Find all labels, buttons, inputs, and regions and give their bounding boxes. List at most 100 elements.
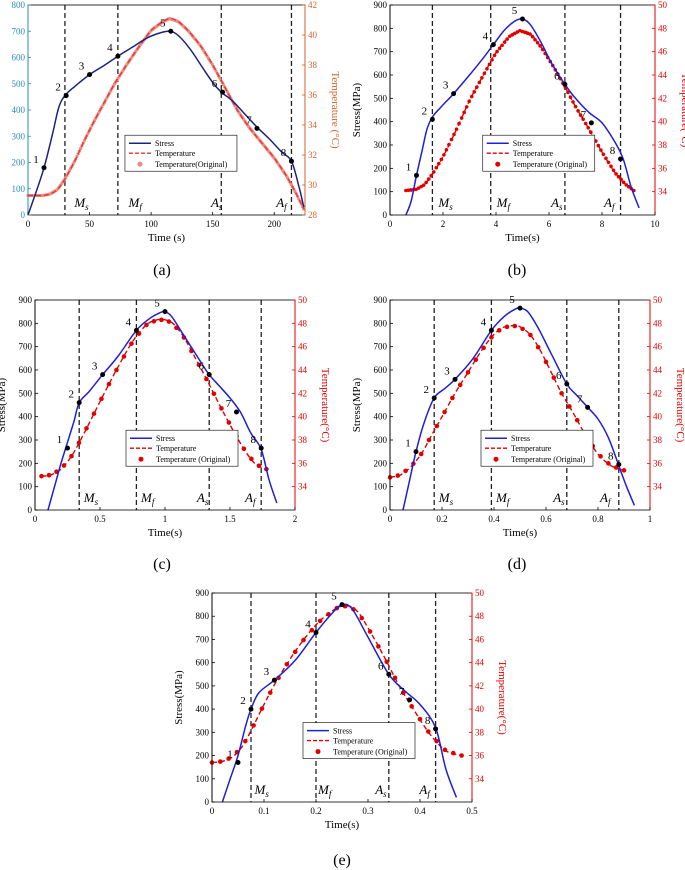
plot-frame [389, 299, 651, 511]
stress-point-marker [313, 629, 319, 635]
panel-caption-c: (c) [153, 556, 171, 573]
stress-point-marker [488, 327, 494, 333]
phase-label: Ms [73, 195, 89, 212]
y-tick-label: 100 [374, 482, 388, 492]
stress-point-label: 3 [264, 666, 270, 678]
y2-axis-title: Temperature(°C) [674, 368, 685, 443]
stress-point-label: 2 [422, 105, 428, 117]
y-tick-label: 400 [12, 105, 26, 115]
stress-point-marker [564, 381, 570, 387]
x-tick-label: 0.2 [436, 514, 447, 524]
y2-tick-label: 40 [653, 412, 663, 422]
y-axis-title: Stress(MPa) [173, 670, 185, 725]
y-tick-label: 600 [19, 365, 33, 375]
stress-point-label: 6 [378, 660, 384, 672]
y-tick-label: 400 [19, 412, 33, 422]
y2-tick-label: 46 [298, 342, 308, 352]
y-tick-label: 100 [19, 482, 33, 492]
y2-tick-label: 42 [298, 388, 307, 398]
y-tick-label: 700 [196, 634, 210, 644]
y-tick-label: 800 [196, 611, 210, 621]
legend-label: Temperature (Original) [156, 455, 231, 464]
y-tick-label: 700 [374, 342, 388, 352]
stress-line [405, 18, 640, 216]
stress-point-marker [451, 91, 457, 97]
legend-original-swatch [315, 749, 321, 755]
stress-point-label: 7 [226, 398, 232, 410]
stress-point-label: 4 [126, 316, 132, 328]
legend-label: Temperature [511, 444, 552, 453]
stress-point-marker [431, 395, 437, 401]
stress-point-marker [288, 158, 294, 164]
phase-label: Mf [495, 490, 511, 507]
stress-point-label: 1 [227, 749, 233, 761]
y-tick-label: 900 [374, 0, 388, 10]
stress-point-marker [133, 327, 139, 333]
y-tick-label: 900 [196, 588, 210, 598]
x-tick-label: 2 [441, 219, 446, 229]
y-tick-label: 900 [374, 295, 388, 305]
y2-tick-label: 50 [475, 588, 485, 598]
x-axis-title: Time(s) [148, 527, 183, 539]
y2-axis-title: Temperature(°C) [679, 73, 685, 148]
stress-point-marker [517, 305, 523, 311]
stress-point-label: 5 [512, 5, 518, 17]
panel-caption-b: (b) [507, 262, 527, 279]
x-tick-label: 0.3 [362, 806, 374, 816]
y-tick-label: 800 [19, 318, 33, 328]
stress-point-marker [386, 671, 392, 677]
phase-label: As [374, 782, 387, 799]
y2-tick-label: 42 [308, 0, 317, 10]
stress-point-label: 8 [250, 434, 256, 446]
temperature-line [41, 318, 267, 477]
stress-point-label: 1 [57, 434, 63, 446]
y-tick-label: 200 [374, 458, 388, 468]
y-tick-label: 300 [19, 435, 33, 445]
stress-line [402, 307, 636, 511]
y2-tick-label: 42 [653, 388, 662, 398]
legend-label: Temperature(Original) [155, 160, 228, 169]
panel-caption-d: (d) [507, 556, 527, 573]
y2-tick-label: 44 [298, 365, 308, 375]
plot-frame [389, 4, 656, 216]
y-tick-label: 600 [196, 658, 210, 668]
y-axis-title: Stress (MPa) [0, 81, 1, 138]
phase-label: Ms [254, 782, 270, 799]
stress-point-marker [254, 125, 260, 131]
phase-label: Mf [317, 782, 333, 799]
legend-label: Stress [513, 139, 532, 148]
temperature-original-marker [151, 318, 157, 324]
x-tick-label: 0.2 [310, 806, 321, 816]
stress-point-marker [271, 677, 277, 683]
y-axis-title: Stress(MPa) [0, 377, 8, 432]
stress-point-marker [65, 445, 70, 451]
stress-point-marker [162, 309, 168, 315]
stress-point-label: 6 [554, 70, 560, 82]
legend-label: Stress [155, 139, 174, 148]
y-tick-label: 300 [374, 435, 388, 445]
phase-label: Mf [140, 490, 156, 507]
stress-point-label: 8 [425, 715, 431, 727]
stress-point-label: 4 [481, 316, 487, 328]
temperature-original-marker [79, 146, 83, 151]
stress-line [27, 30, 305, 216]
stress-point-marker [562, 81, 568, 87]
y-tick-label: 400 [374, 412, 388, 422]
stress-point-marker [520, 16, 525, 22]
y-tick-label: 100 [196, 774, 210, 784]
y2-tick-label: 48 [658, 23, 668, 33]
stress-point-marker [452, 376, 458, 382]
stress-point-label: 6 [198, 361, 204, 373]
y2-tick-label: 34 [308, 120, 318, 130]
phase-label: As [552, 490, 565, 507]
y-tick-label: 500 [374, 93, 388, 103]
x-tick-label: 10 [651, 219, 661, 229]
legend-label: Temperature [156, 444, 197, 453]
legend-label: Stress [511, 434, 530, 443]
temperature-original-marker [462, 110, 466, 115]
phase-label: Af [603, 195, 616, 212]
x-tick-label: 1 [648, 514, 653, 524]
